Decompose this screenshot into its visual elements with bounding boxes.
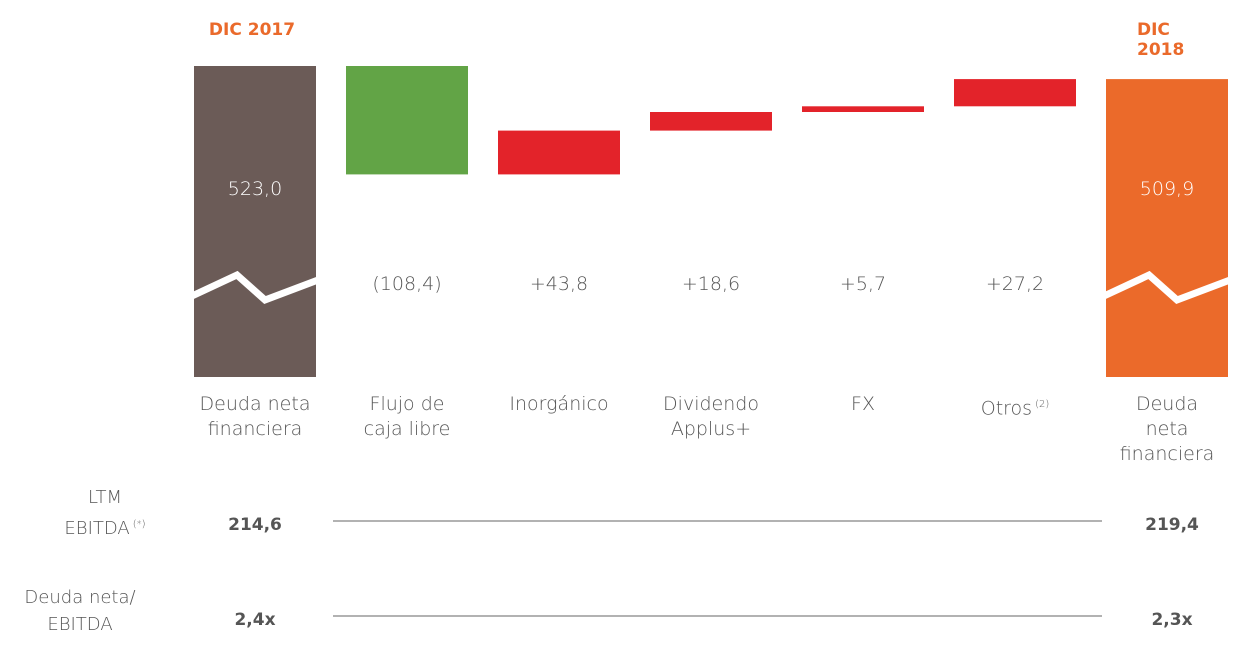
row-value: 2,4x	[234, 610, 276, 630]
period-label: DIC 2018	[1137, 20, 1185, 60]
row-value: 219,4	[1145, 515, 1199, 535]
row-label: LTM EBITDA (*)	[64, 484, 145, 542]
category-text: Deuda neta financiera	[199, 393, 311, 440]
total-label: 509,9	[1139, 178, 1195, 200]
category-text: FX	[851, 393, 875, 415]
category-text: Inorgánico	[509, 393, 609, 415]
category-label: Dividendo Applus+	[663, 392, 759, 442]
category-label: Flujo de caja libre	[364, 392, 451, 442]
row-label-text: LTM EBITDA	[64, 487, 130, 539]
row-value: 2,3x	[1151, 610, 1193, 630]
change-label: +27,2	[985, 273, 1045, 295]
total-bar	[194, 66, 316, 377]
change-label: +43,8	[529, 273, 589, 295]
axis-break	[1102, 270, 1232, 305]
category-text: Flujo de caja libre	[363, 393, 451, 440]
category-label: Inorgánico	[509, 392, 608, 417]
category-label: Deuda neta financiera	[200, 392, 311, 442]
category-label: FX	[851, 392, 875, 417]
category-text: Dividendo Applus+	[663, 393, 759, 440]
row-label: Deuda neta/ EBITDA	[24, 584, 135, 638]
change-bar	[802, 106, 924, 112]
row-label-note: (*)	[132, 519, 146, 530]
row-label-text: Deuda neta/ EBITDA	[24, 587, 136, 635]
total-bar	[1106, 79, 1228, 377]
row-value: 214,6	[228, 515, 282, 535]
change-label: (108,4)	[372, 273, 442, 295]
category-label: Deuda neta financiera	[1120, 392, 1215, 467]
change-label: +18,6	[681, 273, 741, 295]
change-bar	[498, 130, 620, 175]
category-label: Otros (2)	[981, 392, 1050, 421]
category-note: (2)	[1035, 399, 1050, 410]
total-label: 523,0	[227, 178, 283, 200]
change-bar	[346, 66, 468, 175]
category-text: Otros	[980, 397, 1033, 420]
axis-break	[190, 270, 320, 305]
category-text: Deuda neta financiera	[1119, 393, 1215, 465]
change-bar	[650, 112, 772, 131]
change-bar	[954, 79, 1076, 107]
period-label: DIC 2017	[208, 20, 296, 40]
change-label: +5,7	[839, 273, 887, 295]
